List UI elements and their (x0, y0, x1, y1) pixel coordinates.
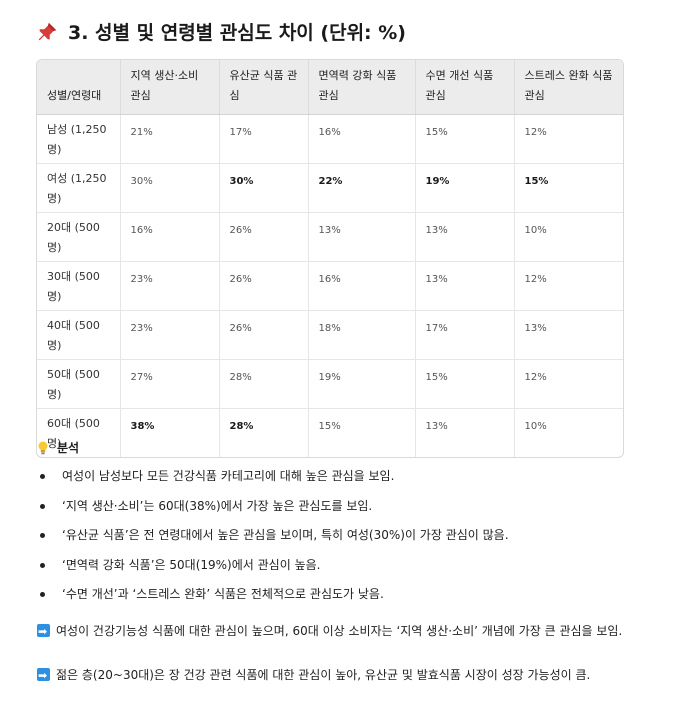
column-header: 지역 생산·소비 관심 (120, 60, 220, 115)
table-cell: 15% (415, 359, 515, 409)
table-cell: 26% (219, 261, 309, 311)
analysis-heading: 분석 (37, 439, 79, 456)
table-cell: 19% (415, 163, 515, 213)
table-cell: 28% (219, 408, 309, 457)
table-cell: 30% (219, 163, 309, 213)
right-arrow-icon (37, 665, 50, 687)
table-cell: 26% (219, 212, 309, 262)
conclusion-text: 여성이 건강기능성 식품에 대한 관심이 높으며, 60대 이상 소비자는 ‘지… (56, 624, 623, 638)
list-item: 여성이 남성보다 모든 건강식품 카테고리에 대해 높은 관심을 보임. (40, 467, 640, 497)
table-cell: 12% (514, 261, 623, 311)
table-cell: 15% (514, 163, 623, 213)
table-row: 여성 (1,250명) 30% 30% 22% 19% 15% (37, 163, 623, 213)
table-cell: 18% (308, 310, 416, 360)
table-cell: 30% (120, 163, 220, 213)
table-cell: 13% (415, 261, 515, 311)
row-label: 40대 (500명) (37, 310, 121, 360)
table-cell: 16% (308, 261, 416, 311)
table-cell: 27% (120, 359, 220, 409)
table-cell: 21% (120, 114, 220, 164)
table-cell: 10% (524, 421, 547, 432)
column-header: 면역력 강화 식품 관심 (308, 60, 416, 115)
column-header: 성별/연령대 (37, 60, 121, 115)
table-row: 20대 (500명) 16% 26% 13% 13% 10% (37, 212, 623, 262)
conclusion-2: 젊은 층(20~30대)은 장 건강 관련 식품에 대한 관심이 높아, 유산균… (37, 664, 627, 687)
table-row: 60대 (500명) 38% 28% 15% 13% 10% (37, 408, 623, 457)
table-cell: 23% (120, 261, 220, 311)
table-row: 30대 (500명) 23% 26% 16% 13% 12% (37, 261, 623, 311)
list-item: ‘지역 생산·소비’는 60대(38%)에서 가장 높은 관심도를 보임. (40, 497, 640, 527)
table-cell: 13% (415, 408, 515, 457)
table-cell: 12% (514, 359, 623, 409)
table-cell: 12% (514, 114, 623, 164)
table-cell: 28% (219, 359, 309, 409)
table-row: 남성 (1,250명) 21% 17% 16% 15% 12% (37, 114, 623, 164)
pushpin-icon (38, 22, 57, 40)
row-label: 20대 (500명) (37, 212, 121, 262)
table-cell: 15% (415, 114, 515, 164)
table-cell: 17% (415, 310, 515, 360)
section-title-text: 3. 성별 및 연령별 관심도 차이 (단위: %) (68, 22, 406, 44)
section-title: 3. 성별 및 연령별 관심도 차이 (단위: %) (36, 18, 406, 45)
table-cell: 13% (514, 310, 623, 360)
column-header: 스트레스 완화 식품 관심 (514, 60, 623, 115)
row-label: 50대 (500명) (37, 359, 121, 409)
table-row: 50대 (500명) 27% 28% 19% 15% 12% (37, 359, 623, 409)
table-cell: 16% (308, 114, 416, 164)
table-cell: 22% (308, 163, 416, 213)
table-cell: 15% (308, 408, 416, 457)
analysis-heading-text: 분석 (57, 441, 80, 455)
conclusion-text: 젊은 층(20~30대)은 장 건강 관련 식품에 대한 관심이 높아, 유산균… (56, 668, 591, 682)
table-cell: 23% (120, 310, 220, 360)
interest-table: 성별/연령대 지역 생산·소비 관심 유산균 식품 관심 면역력 강화 식품 관… (36, 59, 624, 458)
table-cell: 26% (219, 310, 309, 360)
table-cell: 17% (219, 114, 309, 164)
list-item: ‘면역력 강화 식품’은 50대(19%)에서 관심이 높음. (40, 556, 640, 586)
table-cell: 19% (308, 359, 416, 409)
table-cell: 13% (308, 212, 416, 262)
conclusion-1: 여성이 건강기능성 식품에 대한 관심이 높으며, 60대 이상 소비자는 ‘지… (37, 620, 627, 643)
lightbulb-icon (38, 441, 48, 454)
table-cell: 10% (514, 212, 623, 262)
table-header-row: 성별/연령대 지역 생산·소비 관심 유산균 식품 관심 면역력 강화 식품 관… (37, 60, 623, 115)
right-arrow-icon (37, 621, 50, 643)
list-item: ‘유산균 식품’은 전 연령대에서 높은 관심을 보이며, 특히 여성(30%)… (40, 526, 640, 556)
column-header: 유산균 식품 관심 (219, 60, 309, 115)
analysis-list: 여성이 남성보다 모든 건강식품 카테고리에 대해 높은 관심을 보임. ‘지역… (40, 467, 640, 615)
row-label: 남성 (1,250명) (37, 114, 121, 164)
row-label: 30대 (500명) (37, 261, 121, 311)
row-label: 60대 (500명) (37, 408, 121, 457)
table-cell: 38% (120, 408, 220, 457)
row-label: 여성 (1,250명) (37, 163, 121, 213)
table-cell: 13% (415, 212, 515, 262)
column-header: 수면 개선 식품 관심 (415, 60, 515, 115)
list-item: ‘수면 개선’과 ‘스트레스 완화’ 식품은 전체적으로 관심도가 낮음. (40, 585, 640, 615)
table-cell: 16% (120, 212, 220, 262)
table-row: 40대 (500명) 23% 26% 18% 17% 13% (37, 310, 623, 360)
